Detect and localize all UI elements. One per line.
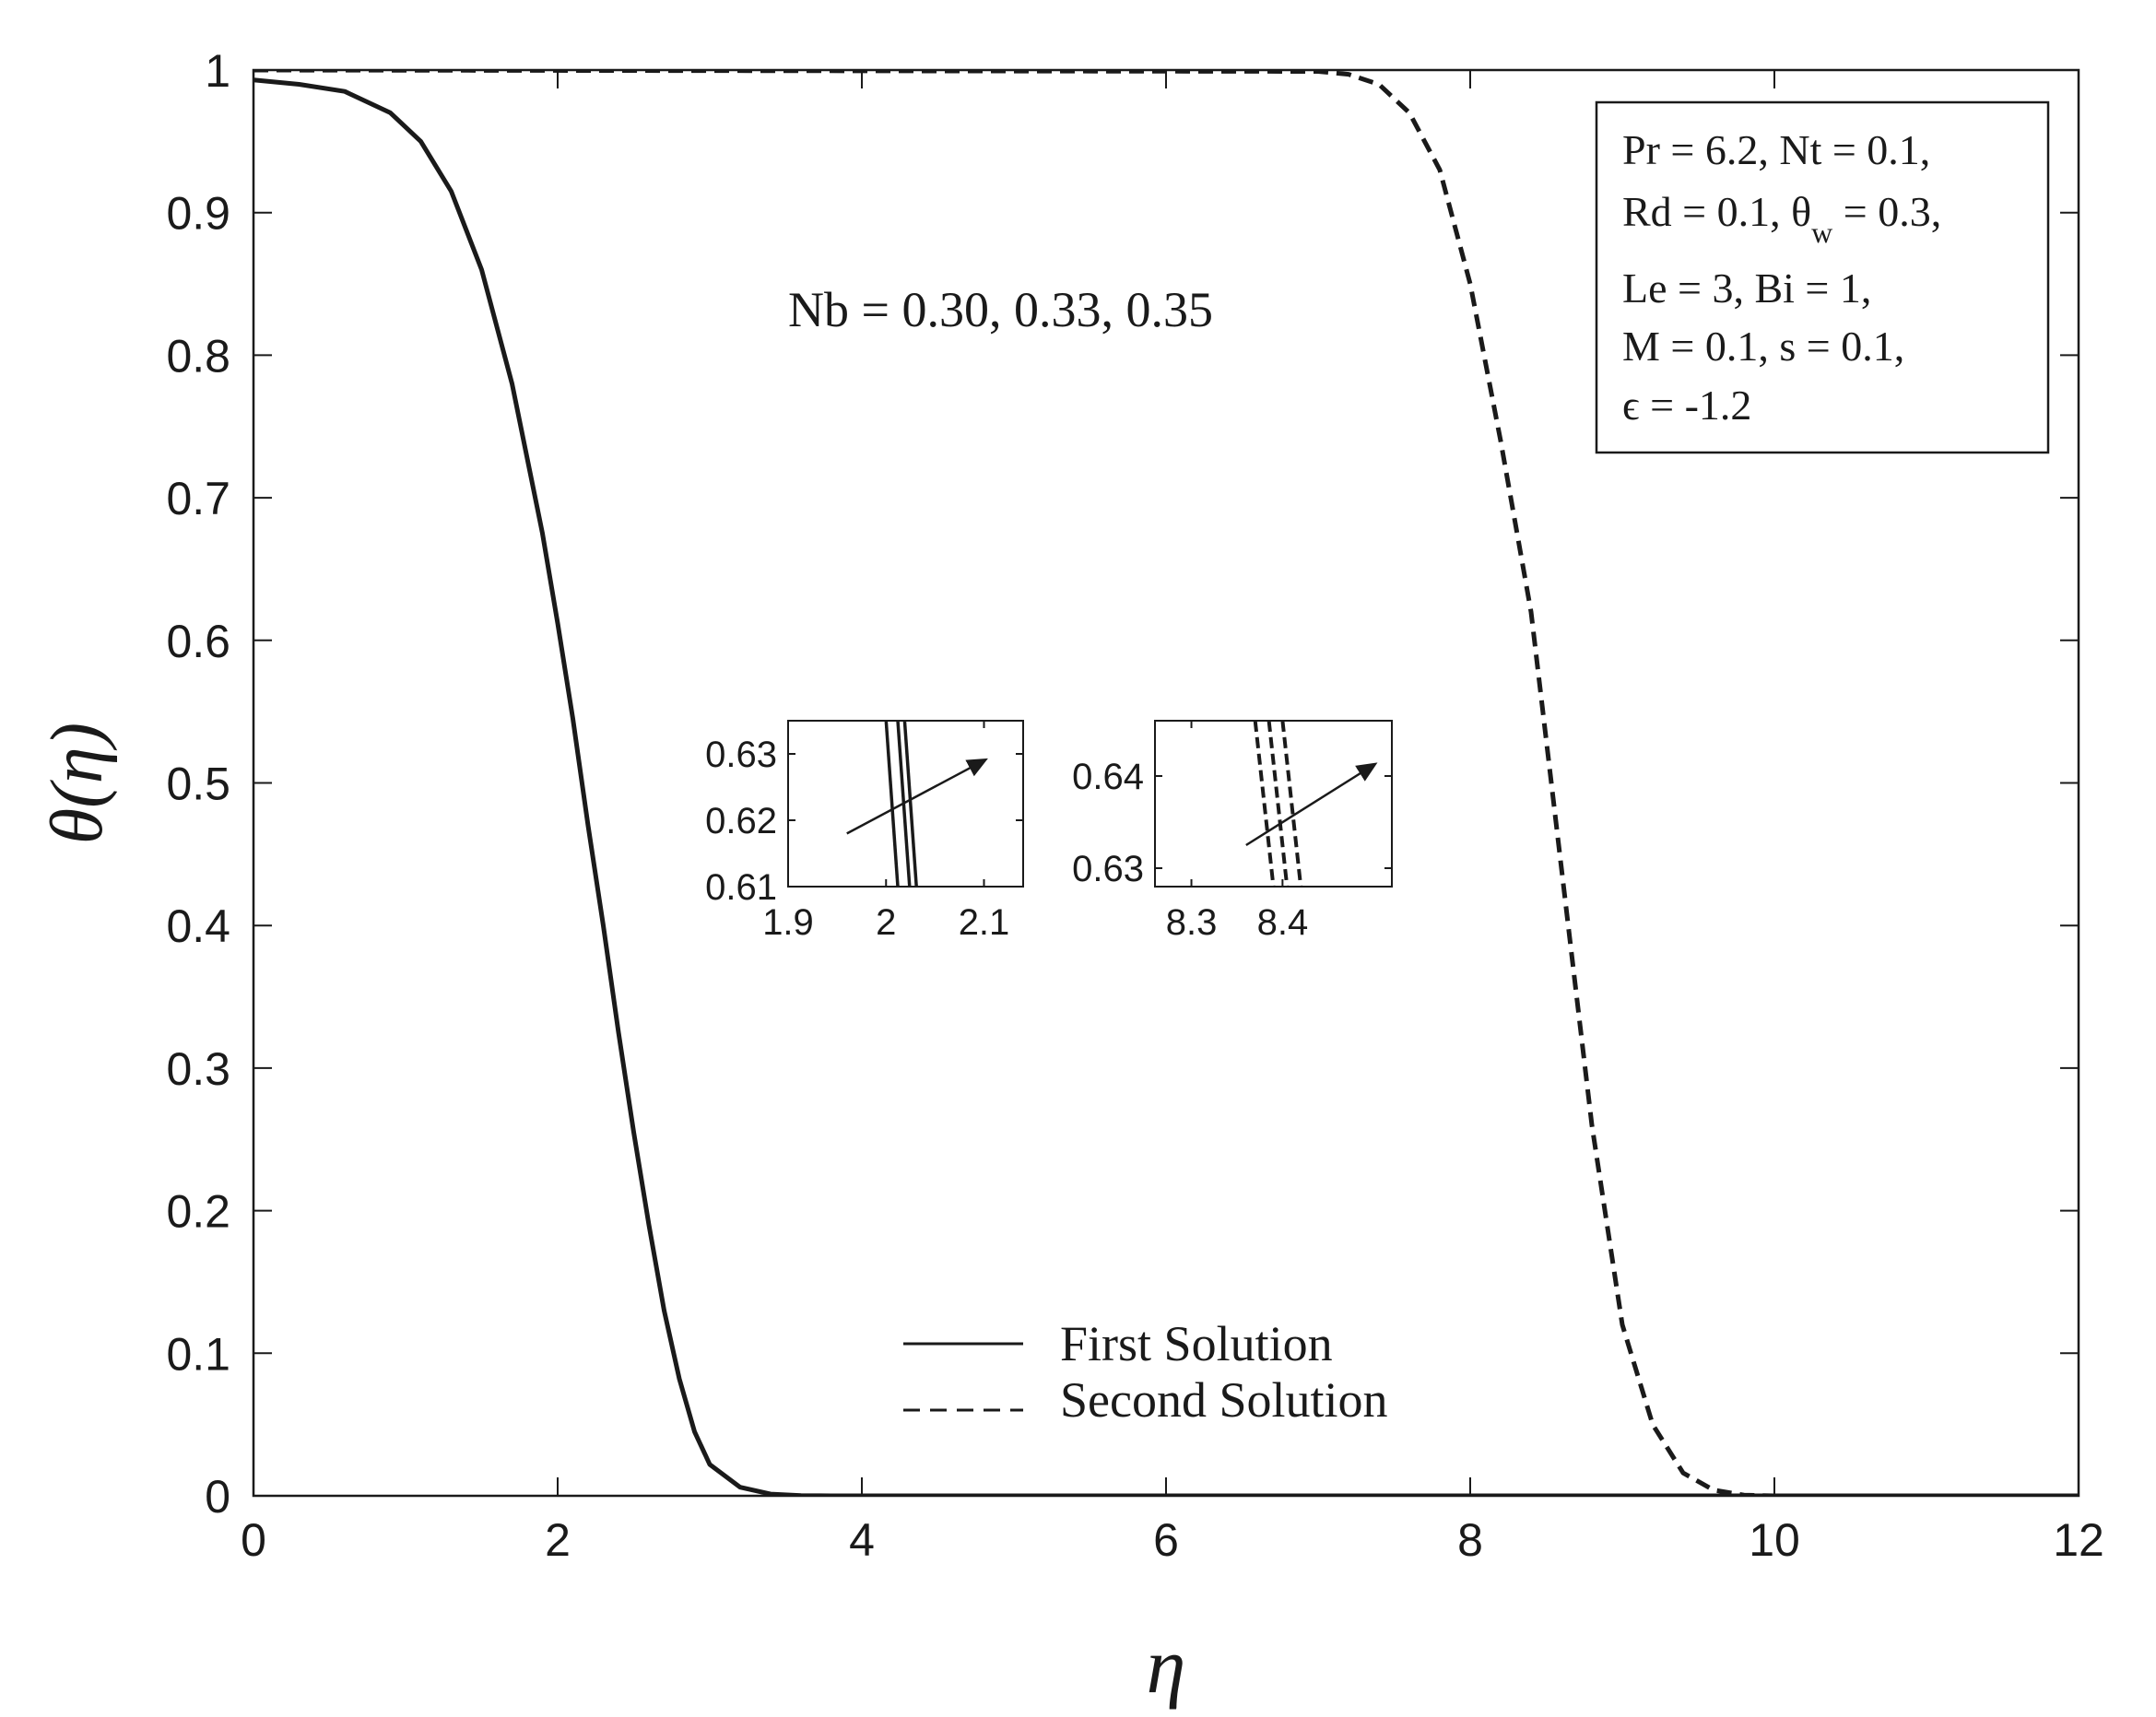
y-tick-label: 0.6 — [166, 616, 230, 667]
x-axis-label: η — [1147, 1621, 1186, 1710]
series-line-dashed — [1253, 721, 1276, 887]
y-tick-label: 0.3 — [166, 1043, 230, 1095]
parameter-line-2: Rd = 0.1, θw = 0.3, — [1622, 188, 1941, 249]
y-axis-label: θ(η) — [37, 723, 118, 844]
inset-second-solution: 8.3 8.4 0.63 0.64 — [1072, 720, 1393, 943]
inset-first-solution: 1.9 2 2.1 0.61 0.62 0.63 — [705, 720, 1024, 943]
parameter-line-1: Pr = 6.2, Nt = 0.1, — [1622, 126, 1930, 173]
inset-2-frame — [1154, 720, 1393, 888]
y-tick-label: 0.9 — [166, 188, 230, 240]
y-tick-label: 0.7 — [166, 473, 230, 524]
legend-label-second-solution: Second Solution — [1060, 1372, 1388, 1428]
parameter-box: Pr = 6.2, Nt = 0.1, Rd = 0.1, θw = 0.3, … — [1595, 100, 2050, 454]
series-line-solid — [902, 721, 918, 887]
inset-1-ticks: 1.9 2 2.1 0.61 0.62 0.63 — [705, 721, 1023, 943]
inset-2-series — [1245, 721, 1378, 887]
parameter-line-2-rest: = 0.3, — [1832, 188, 1941, 235]
x-tick-label: 12 — [2053, 1514, 2104, 1566]
y-tick-label: 0.4 — [166, 900, 230, 952]
x-tick-label: 0 — [241, 1514, 266, 1566]
y-tick-label: 0.2 — [166, 1186, 230, 1238]
series-line-solid — [884, 721, 900, 887]
parameter-line-5: ϵ = -1.2 — [1622, 382, 1751, 429]
x-tick-label: 2 — [545, 1514, 571, 1566]
parameter-line-2-main: Rd = 0.1, θ — [1622, 188, 1811, 235]
x-tick-label: 8.4 — [1257, 902, 1309, 943]
x-tick-label: 2 — [876, 902, 896, 943]
y-tick-label: 0.63 — [705, 735, 777, 775]
y-tick-label: 0.1 — [166, 1328, 230, 1380]
parameter-box-frame — [1595, 100, 2050, 454]
y-tick-label: 1 — [205, 45, 230, 97]
x-tick-label: 8.3 — [1166, 902, 1218, 943]
x-tick-label: 4 — [849, 1514, 875, 1566]
y-tick-label: 0.62 — [705, 801, 777, 841]
parameter-line-4: M = 0.1, s = 0.1, — [1622, 323, 1904, 370]
x-tick-label: 1.9 — [762, 902, 814, 943]
y-tick-label: 0.64 — [1072, 757, 1144, 797]
y-tick-label: 0.63 — [1072, 849, 1144, 889]
series-line-dashed — [1267, 721, 1290, 887]
y-tick-label: 0 — [205, 1471, 230, 1523]
x-tick-label: 2.1 — [959, 902, 1010, 943]
y-tick-label: 0.5 — [166, 759, 230, 810]
legend: First Solution Second Solution — [903, 1316, 1388, 1428]
y-tick-label: 0.8 — [166, 330, 230, 382]
parameter-line-3: Le = 3, Bi = 1, — [1622, 265, 1871, 312]
nb-annotation: Nb = 0.30, 0.33, 0.35 — [788, 282, 1213, 337]
series-line-solid — [253, 77, 2079, 1496]
inset-1-series — [846, 721, 988, 887]
y-tick-label: 0.61 — [705, 867, 777, 908]
inset-2-ticks: 8.3 8.4 0.63 0.64 — [1072, 721, 1392, 943]
x-tick-label: 6 — [1153, 1514, 1179, 1566]
x-tick-label: 8 — [1457, 1514, 1483, 1566]
series-line-dashed — [1280, 721, 1303, 887]
main-series — [253, 70, 2079, 1496]
series-line-dashed — [253, 70, 2079, 1496]
trend-arrow — [846, 758, 988, 835]
trend-arrow — [1245, 762, 1378, 847]
parameter-line-2-subscript: w — [1811, 216, 1832, 249]
legend-label-first-solution: First Solution — [1060, 1316, 1333, 1371]
x-tick-label: 10 — [1749, 1514, 1800, 1566]
main-ticks: 0 2 4 6 8 10 12 0 0.1 0.2 0.3 0.4 0.5 0.6 0.7 0.8 0.9 1 — [166, 45, 2103, 1566]
